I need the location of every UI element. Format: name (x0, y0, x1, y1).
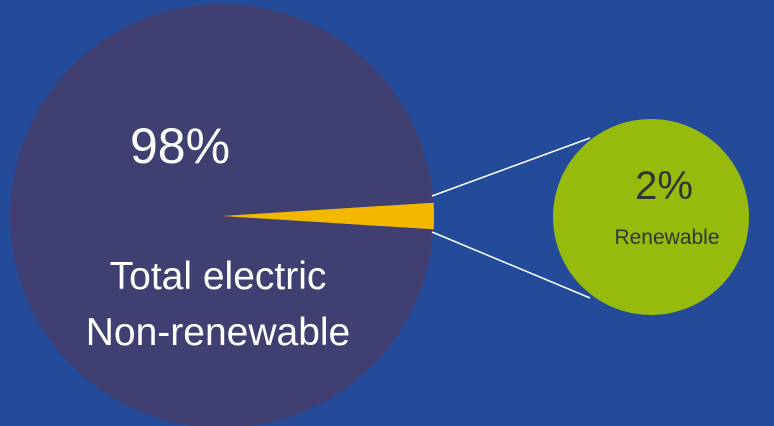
main-label-line2: Non-renewable (86, 311, 351, 354)
main-pie (10, 4, 434, 426)
detail-label: Renewable (614, 226, 719, 249)
slice-non-renewable (10, 4, 434, 426)
connector-line-bottom (431, 231, 591, 299)
main-percent-label: 98% (130, 118, 230, 174)
slice-renewable (222, 202, 434, 230)
renewable-detail-circle (553, 119, 749, 315)
detail-percent-label: 2% (635, 164, 693, 208)
connector-line-top (431, 137, 591, 197)
main-label-line1: Total electric (110, 255, 327, 298)
